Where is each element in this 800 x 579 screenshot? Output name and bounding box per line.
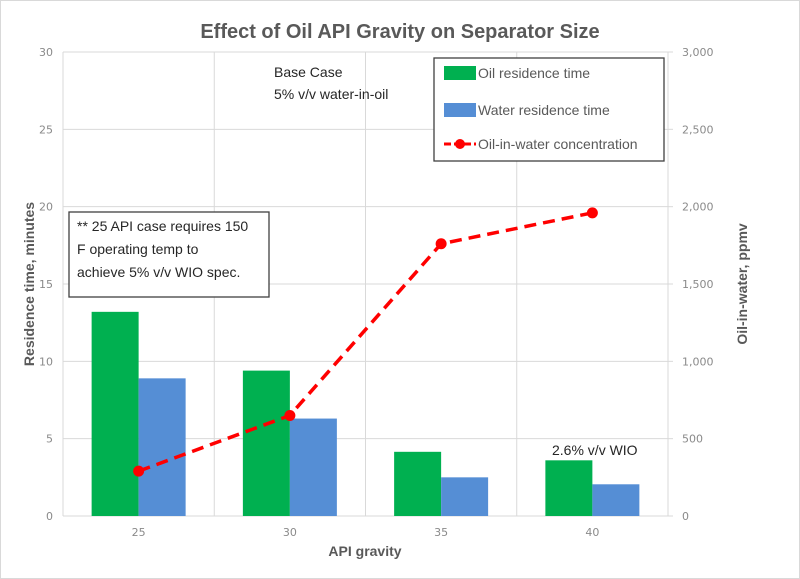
y-tick-label: 5 — [46, 433, 53, 446]
y2-tick-label: 1,500 — [682, 278, 714, 291]
legend-swatch-water — [444, 103, 476, 117]
y-axis-label: Residence time, minutes — [21, 202, 37, 366]
line-marker — [133, 465, 145, 477]
legend-swatch-oil — [444, 66, 476, 80]
bar-water-residence-time — [289, 418, 337, 516]
y-tick-label: 0 — [46, 510, 53, 523]
bar-oil-residence-time — [394, 451, 442, 516]
y2-tick-label: 0 — [682, 510, 689, 523]
x-axis-label: API gravity — [328, 543, 401, 559]
bars — [91, 311, 640, 516]
legend-swatch-marker — [455, 139, 465, 149]
line-marker — [435, 238, 447, 250]
bar-water-residence-time — [592, 484, 640, 516]
bar-oil-residence-time — [91, 311, 139, 516]
tick-labels: 0 5 10 15 20 25 30 0 500 1,000 1,500 2,000 2,500 3,00… — [39, 46, 714, 539]
x-tick-label: 30 — [283, 526, 297, 539]
base-case-label: Base Case — [274, 64, 343, 80]
y2-tick-label: 2,500 — [682, 123, 714, 136]
x-tick-label: 40 — [585, 526, 599, 539]
bar-oil-residence-time — [545, 460, 593, 516]
note-line-3: achieve 5% v/v WIO spec. — [77, 264, 240, 280]
base-case-sublabel: 5% v/v water-in-oil — [274, 86, 388, 102]
x-tick-label: 35 — [434, 526, 448, 539]
y2-tick-label: 3,000 — [682, 46, 714, 59]
y2-tick-label: 500 — [682, 433, 703, 446]
y-tick-label: 10 — [39, 355, 53, 368]
y-tick-label: 25 — [39, 123, 53, 136]
bar-water-residence-time — [441, 477, 489, 516]
line-path — [138, 211, 593, 473]
legend-label-line: Oil-in-water concentration — [478, 136, 638, 152]
y2-tick-label: 1,000 — [682, 355, 714, 368]
bar-water-residence-time — [138, 378, 186, 516]
x-tick-label: 25 — [132, 526, 146, 539]
note-box: ** 25 API case requires 150 F operating … — [68, 211, 270, 298]
note-box-border — [68, 211, 270, 298]
note-line-1: ** 25 API case requires 150 — [77, 218, 248, 234]
y2-axis-label: Oil-in-water, ppmv — [734, 223, 750, 345]
bar-oil-residence-time — [242, 370, 290, 516]
y-tick-label: 15 — [39, 278, 53, 291]
wio-annotation: 2.6% v/v WIO — [552, 442, 638, 458]
line-marker — [284, 409, 296, 421]
legend: Oil residence time Water residence time … — [433, 57, 665, 162]
line-marker — [586, 207, 598, 219]
y2-tick-label: 2,000 — [682, 201, 714, 214]
y-tick-label: 20 — [39, 201, 53, 214]
legend-label-oil: Oil residence time — [478, 65, 590, 81]
oil-in-water-line — [133, 207, 598, 477]
note-line-2: F operating temp to — [77, 241, 199, 257]
legend-label-water: Water residence time — [478, 102, 610, 118]
chart-title: Effect of Oil API Gravity on Separator S… — [200, 21, 599, 43]
y-tick-label: 30 — [39, 46, 53, 59]
